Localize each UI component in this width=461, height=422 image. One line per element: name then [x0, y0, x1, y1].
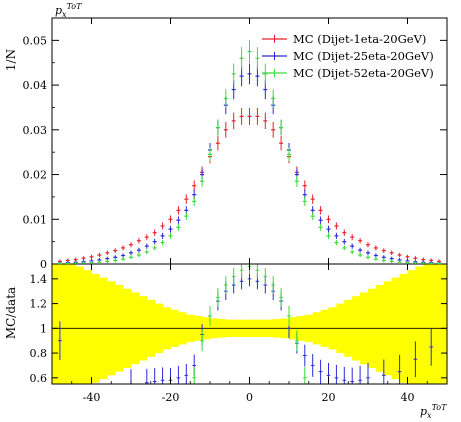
main-y-tick-label: 0.01 — [23, 213, 48, 226]
main-y-tick-label: 0.03 — [23, 124, 48, 137]
ratio-band-bin — [59, 264, 69, 384]
x-tick-label: -20 — [162, 391, 180, 404]
ratio-y-axis-label: MC/data — [4, 287, 18, 339]
main-y-axis-label: 1/N — [4, 49, 18, 71]
x-axis-label: pxToT — [420, 403, 447, 420]
x-tick-label: 40 — [401, 391, 415, 404]
x-tick-label: 20 — [322, 391, 336, 404]
ratio-y-tick-label: 0.8 — [30, 347, 48, 360]
legend-label: MC (Dijet-25eta-20GeV) — [293, 49, 434, 63]
ratio-band-bin — [407, 270, 416, 384]
ratio-y-tick-label: 1 — [40, 322, 47, 335]
ratio-band-bin — [415, 266, 424, 384]
legend-label: MC (Dijet-1eta-20GeV) — [293, 32, 426, 46]
x-tick-label: 0 — [246, 391, 253, 404]
ratio-band-bin — [52, 264, 61, 384]
ratio-clip-group — [52, 264, 447, 384]
legend: MC (Dijet-1eta-20GeV) MC (Dijet-25eta-20G… — [262, 32, 434, 80]
ratio-y-tick-label: 1.4 — [30, 273, 48, 286]
ratio-band-bin — [83, 270, 92, 384]
main-y-tick-label: 0 — [40, 258, 47, 271]
main-y-axis-top-label: pxToT — [55, 2, 82, 19]
ratio-plot: 0.6 0.8 1 1.2 1.4 -40 -20 0 20 40 — [30, 263, 448, 404]
x-tick-label: -40 — [83, 391, 101, 404]
ratio-y-tick-label: 0.6 — [30, 372, 48, 385]
main-plot: 0 0.01 0.02 0.03 0.04 0.05 — [23, 17, 448, 271]
main-y-tick-label: 0.04 — [23, 79, 48, 92]
ratio-band-bin — [431, 264, 440, 384]
legend-label: MC (Dijet-52eta-20GeV) — [293, 66, 434, 80]
ratio-y-tick-label: 1.2 — [30, 298, 48, 311]
ratio-band-bin — [75, 266, 84, 384]
ratio-band-bin — [423, 264, 432, 384]
main-y-tick-label: 0.02 — [23, 169, 48, 182]
ratio-band-bin — [439, 264, 447, 384]
main-y-tick-label: 0.05 — [23, 34, 48, 47]
ratio-band-bin — [67, 264, 76, 384]
